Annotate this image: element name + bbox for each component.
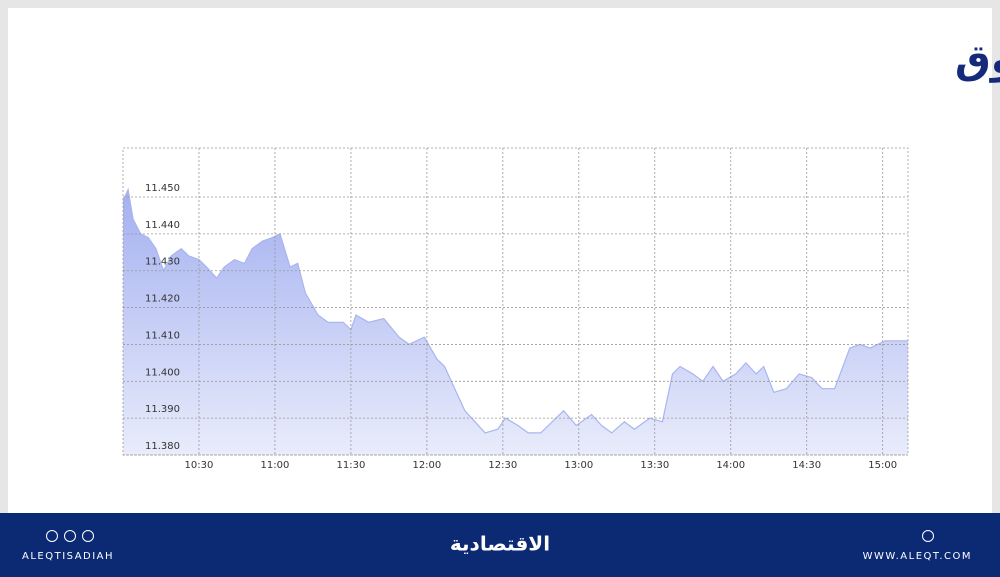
- y-tick-label: 11.380: [145, 441, 180, 452]
- x-tick-label: 11:30: [336, 460, 365, 471]
- social-icons: [46, 530, 934, 542]
- x-tick-label: 14:00: [716, 460, 745, 471]
- x-tick-label: 13:30: [640, 460, 669, 471]
- plot-area: 11.380 11.390 11.400 11.410 11.420 11.430 11.4…: [122, 147, 909, 471]
- y-tick-label: 11.390: [145, 404, 180, 415]
- y-tick-label: 11.440: [145, 220, 180, 231]
- line: [122, 187, 908, 434]
- x-tick-label: 14:30: [792, 460, 821, 471]
- y-tick-label: 11.400: [145, 367, 180, 378]
- footer-bar: [0, 513, 1000, 577]
- chart-title: مؤشر السوق: [955, 37, 1000, 83]
- y-tick-label: 11.450: [145, 183, 180, 194]
- y-tick-label: 11.410: [145, 330, 180, 341]
- x-tick-label: 12:00: [412, 460, 441, 471]
- x-tick-label: 15:00: [868, 460, 897, 471]
- footer-handle: ALEQTISADIAH: [22, 551, 114, 562]
- x-tick-label: 10:30: [185, 460, 214, 471]
- footer-site: WWW.ALEQT.COM: [863, 551, 972, 562]
- y-tick-label: 11.420: [145, 294, 180, 305]
- x-tick-label: 13:00: [564, 460, 593, 471]
- footer-brand: الاقتصادية: [450, 532, 550, 556]
- area: [123, 189, 908, 455]
- x-tick-label: 11:00: [261, 460, 290, 471]
- y-tick-label: 11.430: [145, 257, 180, 268]
- x-tick-label: 12:30: [488, 460, 517, 471]
